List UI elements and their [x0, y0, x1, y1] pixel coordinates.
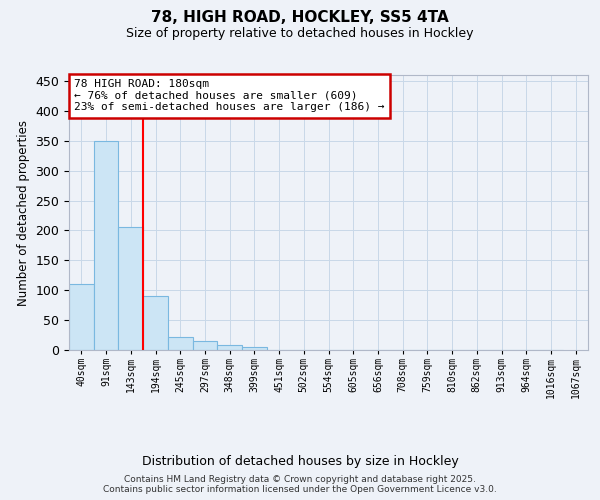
Text: Distribution of detached houses by size in Hockley: Distribution of detached houses by size …: [142, 454, 458, 468]
Bar: [242, 347, 267, 350]
Y-axis label: Number of detached properties: Number of detached properties: [17, 120, 30, 306]
Text: Contains HM Land Registry data © Crown copyright and database right 2025.
Contai: Contains HM Land Registry data © Crown c…: [103, 474, 497, 494]
Bar: [168, 337, 193, 350]
Text: Size of property relative to detached houses in Hockley: Size of property relative to detached ho…: [126, 28, 474, 40]
Bar: [193, 341, 217, 350]
Bar: [143, 296, 168, 350]
Bar: [118, 228, 143, 350]
Text: 78 HIGH ROAD: 180sqm
← 76% of detached houses are smaller (609)
23% of semi-deta: 78 HIGH ROAD: 180sqm ← 76% of detached h…: [74, 79, 385, 112]
Bar: [69, 284, 94, 350]
Bar: [217, 345, 242, 350]
Bar: [94, 141, 118, 350]
Text: 78, HIGH ROAD, HOCKLEY, SS5 4TA: 78, HIGH ROAD, HOCKLEY, SS5 4TA: [151, 10, 449, 25]
